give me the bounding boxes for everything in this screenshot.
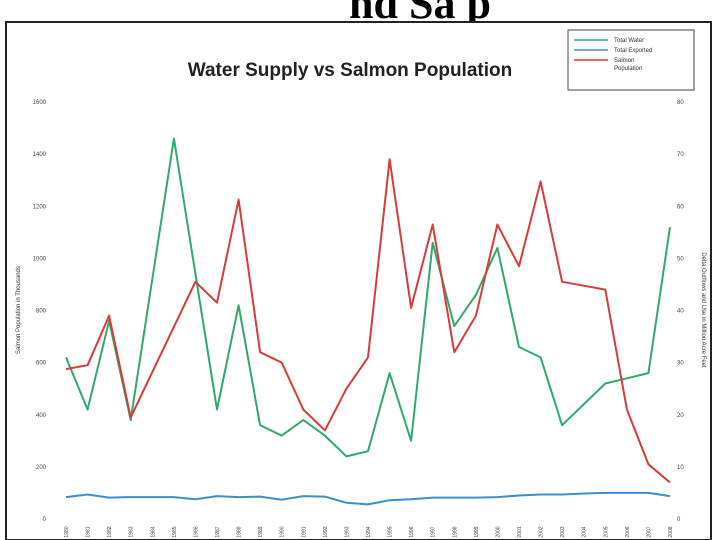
x-tick-label: 1984 (150, 526, 156, 537)
x-tick-label: 2008 (668, 526, 674, 537)
x-tick-label: 2001 (517, 526, 523, 537)
legend-label-total-exported: Total Exported (614, 48, 652, 54)
y-right-tick-label: 70 (677, 152, 684, 158)
y-left-tick-label: 600 (36, 361, 47, 367)
x-tick-label: 1996 (409, 526, 415, 537)
y-right-tick-label: 50 (677, 256, 684, 262)
x-tick-label: 1980 (64, 526, 70, 537)
y-right-tick-label: 0 (677, 517, 681, 523)
axes-layer: 0 200 400 600 800 1000 1200 1400 1600 0 10 20 30 40 50… (33, 100, 685, 538)
y-right-tick-label: 40 (677, 309, 684, 315)
x-tick-label: 1992 (323, 526, 329, 537)
legend-label-total-water: Total Water (614, 38, 644, 44)
x-tick-label: 2004 (582, 526, 588, 537)
series-line-total-exported (65, 491, 671, 506)
y-right-tick-label: 30 (677, 361, 684, 367)
x-tick-label: 1993 (344, 526, 350, 537)
legend-label-salmon-line1: Salmon (614, 58, 634, 64)
y-left-tick-label: 0 (43, 517, 47, 523)
x-tick-label: 1989 (258, 526, 264, 537)
x-tick-label: 1983 (129, 526, 135, 537)
chart-title: Water Supply vs Salmon Population (188, 60, 512, 81)
legend-label-salmon-line2: Population (614, 66, 642, 72)
x-tick-label: 1991 (301, 526, 307, 537)
x-tick-label: 2000 (495, 526, 501, 537)
x-tick-label: 1990 (280, 526, 286, 537)
chart-frame (5, 21, 712, 540)
x-tick-label: 1986 (193, 526, 199, 537)
y-left-tick-label: 1600 (33, 100, 47, 106)
y-left-tick-label: 800 (36, 309, 47, 315)
legend: Total Water Total Exported Salmon Popula… (567, 29, 695, 91)
series-layer (65, 137, 671, 506)
y-axis-right-label: Delta Outflows and Use in Million Acre F… (700, 252, 706, 368)
x-tick-label: 1997 (431, 526, 437, 537)
y-right-tick-label: 80 (677, 100, 684, 106)
series-line-total-water (65, 137, 671, 458)
y-right-tick-label: 10 (677, 465, 684, 471)
y-axis-left-label: Salmon Population in Thousands (16, 266, 22, 354)
x-tick-label: 2003 (560, 526, 566, 537)
y-left-tick-label: 1200 (33, 204, 47, 210)
y-right-tick-label: 60 (677, 204, 684, 210)
x-tick-label: 2002 (539, 526, 545, 537)
x-tick-label: 1994 (366, 526, 372, 537)
x-tick-label: 1999 (474, 526, 480, 537)
x-tick-label: 2005 (603, 526, 609, 537)
y-left-tick-label: 1000 (33, 256, 47, 262)
series-line-salmon-population (65, 158, 671, 484)
y-left-tick-label: 1400 (33, 152, 47, 158)
x-tick-label: 1995 (388, 526, 394, 537)
y-left-tick-label: 200 (36, 465, 47, 471)
x-tick-label: 1981 (86, 526, 92, 537)
x-tick-label: 1985 (172, 526, 178, 537)
y-right-tick-label: 20 (677, 413, 684, 419)
x-tick-label: 1987 (215, 526, 221, 537)
legend-label-salmon-population: Salmon Population (614, 58, 642, 72)
y-left-tick-label: 400 (36, 413, 47, 419)
x-tick-label: 2006 (625, 526, 631, 537)
x-tick-label: 1982 (107, 526, 113, 537)
x-tick-label: 1988 (237, 526, 243, 537)
x-tick-label: 2007 (646, 526, 652, 537)
x-tick-label: 1998 (452, 526, 458, 537)
